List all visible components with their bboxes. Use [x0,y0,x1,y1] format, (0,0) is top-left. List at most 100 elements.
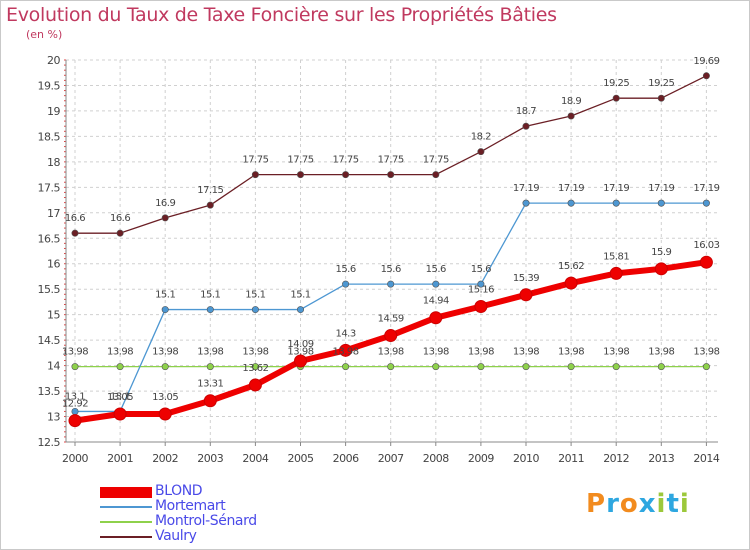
legend-item-mortemart: Mortemart [100,498,300,514]
data-label: 17.19 [648,183,674,194]
data-label: 13.05 [107,392,133,403]
x-tick-label: 2014 [693,452,719,465]
data-label: 17.15 [197,185,223,196]
data-label: 16.03 [693,240,719,251]
data-label: 13.62 [242,363,268,374]
x-tick-label: 2012 [603,452,629,465]
data-label: 15.1 [290,290,310,301]
x-tick-label: 2013 [648,452,674,465]
data-label: 13.98 [62,347,88,358]
data-label: 14.59 [378,314,404,325]
data-label: 17.75 [242,155,268,166]
logo-letter: x [638,489,657,519]
x-tick-label: 2008 [423,452,449,465]
data-label: 16.9 [155,198,175,209]
data-point [654,262,668,276]
data-label: 13.05 [152,392,178,403]
data-point [387,171,395,179]
legend-swatch-montrol-senard [100,521,152,523]
y-tick-label: 17.5 [38,181,61,194]
data-point [384,329,398,343]
logo-letter: P [586,489,607,519]
x-tick-label: 2011 [558,452,584,465]
data-point [699,255,713,269]
x-tick-label: 2005 [288,452,314,465]
legend-swatch-vaulry [100,536,152,538]
data-label: 15.6 [426,264,446,275]
data-point [657,199,665,207]
data-label: 17.19 [558,183,584,194]
y-tick-label: 19.5 [38,79,61,92]
data-label: 16.6 [110,213,130,224]
data-point [251,363,259,371]
data-point [342,363,350,371]
logo-letter: o [619,489,639,519]
data-point [474,300,488,314]
data-point [612,363,620,371]
legend-item-montrol-senard: Montrol-Sénard [100,513,300,529]
data-point [519,288,533,302]
data-label: 17.19 [603,183,629,194]
data-point [567,112,575,120]
data-point [609,266,623,280]
data-label: 19.25 [603,78,629,89]
data-label: 17.75 [423,155,449,166]
y-tick-label: 16.5 [38,232,61,245]
logo-letter: i [679,489,690,519]
legend-label-blond: BLOND [155,483,203,499]
data-label: 17.75 [378,155,404,166]
legend-item-blond: BLOND [100,483,300,499]
data-point [116,229,124,237]
data-point [68,414,82,428]
chart-legend: BLOND Mortemart Montrol-Sénard Vaulry [100,483,300,544]
data-point [657,363,665,371]
y-tick-label: 19 [47,105,60,118]
x-tick-label: 2000 [62,452,88,465]
logo-letter: t [666,489,680,519]
data-point [567,199,575,207]
data-point [161,363,169,371]
y-tick-label: 16 [47,258,60,271]
data-point [116,363,124,371]
data-label: 15.1 [200,290,220,301]
data-label: 18.7 [516,106,536,117]
data-label: 13.98 [107,347,133,358]
data-label: 14.94 [423,296,449,307]
data-point [203,394,217,408]
data-label: 17.19 [693,183,719,194]
data-label: 13.98 [468,347,494,358]
data-label: 13.1 [65,391,85,402]
data-point [206,201,214,209]
data-label: 18.2 [471,132,491,143]
data-point [477,280,485,288]
data-label: 13.98 [603,347,629,358]
data-label: 15.6 [335,264,355,275]
data-label: 15.9 [651,247,671,258]
data-point [71,229,79,237]
legend-item-vaulry: Vaulry [100,528,300,544]
data-label: 19.69 [693,56,719,67]
y-tick-label: 15.5 [38,283,61,296]
data-point [71,363,79,371]
data-point [113,407,127,421]
data-label: 15.16 [468,285,494,296]
data-point [612,94,620,102]
x-tick-label: 2007 [378,452,404,465]
data-point [522,363,530,371]
chart-title: Evolution du Taux de Taxe Foncière sur l… [6,4,557,26]
data-point [158,407,172,421]
data-point [657,94,665,102]
data-label: 16.6 [65,213,85,224]
y-tick-label: 13 [47,411,60,424]
data-point [432,280,440,288]
data-point [206,363,214,371]
data-label: 13.98 [693,347,719,358]
data-point [387,363,395,371]
data-point [248,378,262,392]
y-tick-label: 13.5 [38,385,61,398]
data-label: 15.6 [471,264,491,275]
data-label: 15.1 [155,290,175,301]
data-label: 14.09 [287,339,313,350]
legend-swatch-blond [100,487,152,498]
data-label: 13.31 [197,379,223,390]
